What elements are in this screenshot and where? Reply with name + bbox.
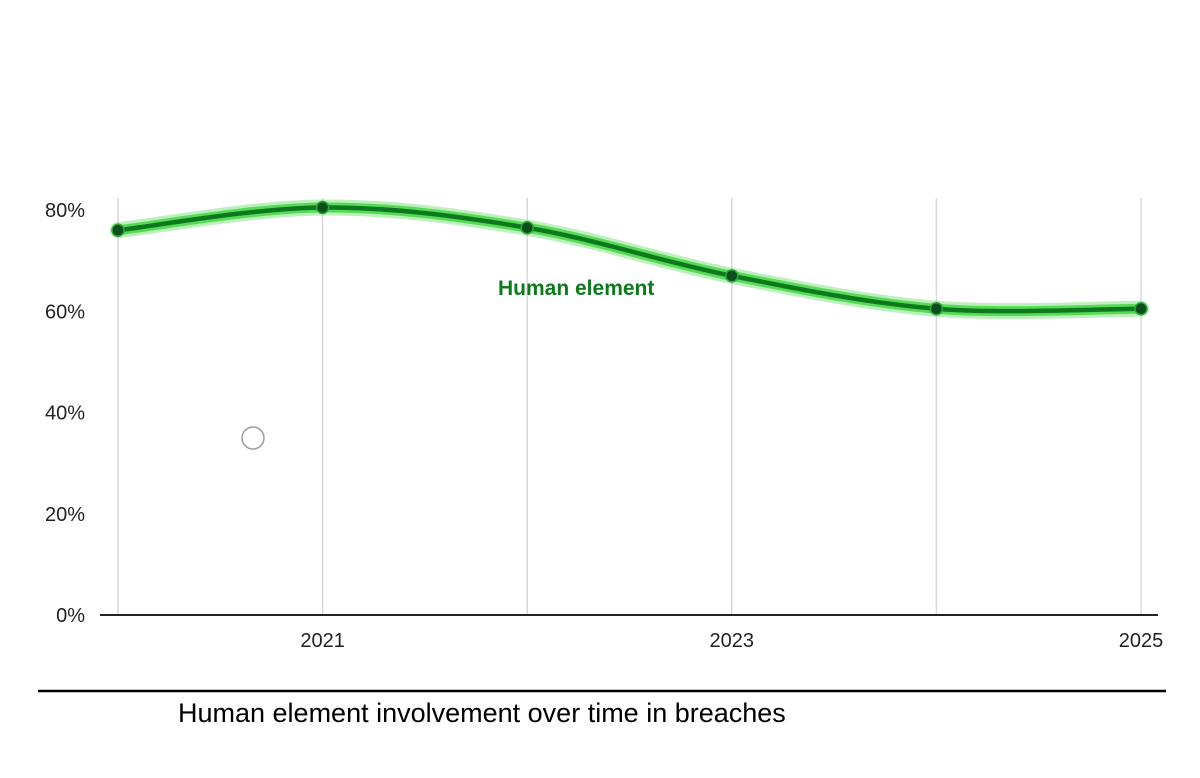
hover-cursor-icon <box>241 426 265 450</box>
series-label: Human element <box>498 277 654 300</box>
data-point <box>725 269 739 283</box>
x-tick-label: 2023 <box>710 630 755 652</box>
data-point <box>315 200 330 215</box>
y-tick-label: 0% <box>56 605 85 627</box>
data-point <box>111 223 125 237</box>
x-tick-label: 2025 <box>1119 630 1164 652</box>
y-tick-label: 40% <box>45 403 85 425</box>
y-tick-label: 80% <box>45 200 85 222</box>
labels: 0% 20% 40% 60% 80% 2021 2023 2025 Human element <box>45 200 1163 652</box>
data-point <box>1134 301 1148 316</box>
data-point <box>929 301 944 316</box>
series-layer <box>110 199 1149 320</box>
chart-caption: Human element involvement over time in b… <box>178 698 786 728</box>
series-line <box>115 205 1144 314</box>
grid-lines <box>117 198 1142 615</box>
y-tick-label: 60% <box>45 301 85 323</box>
x-tick-label: 2021 <box>300 630 345 652</box>
data-point <box>520 220 534 235</box>
y-tick-label: 20% <box>45 504 85 526</box>
